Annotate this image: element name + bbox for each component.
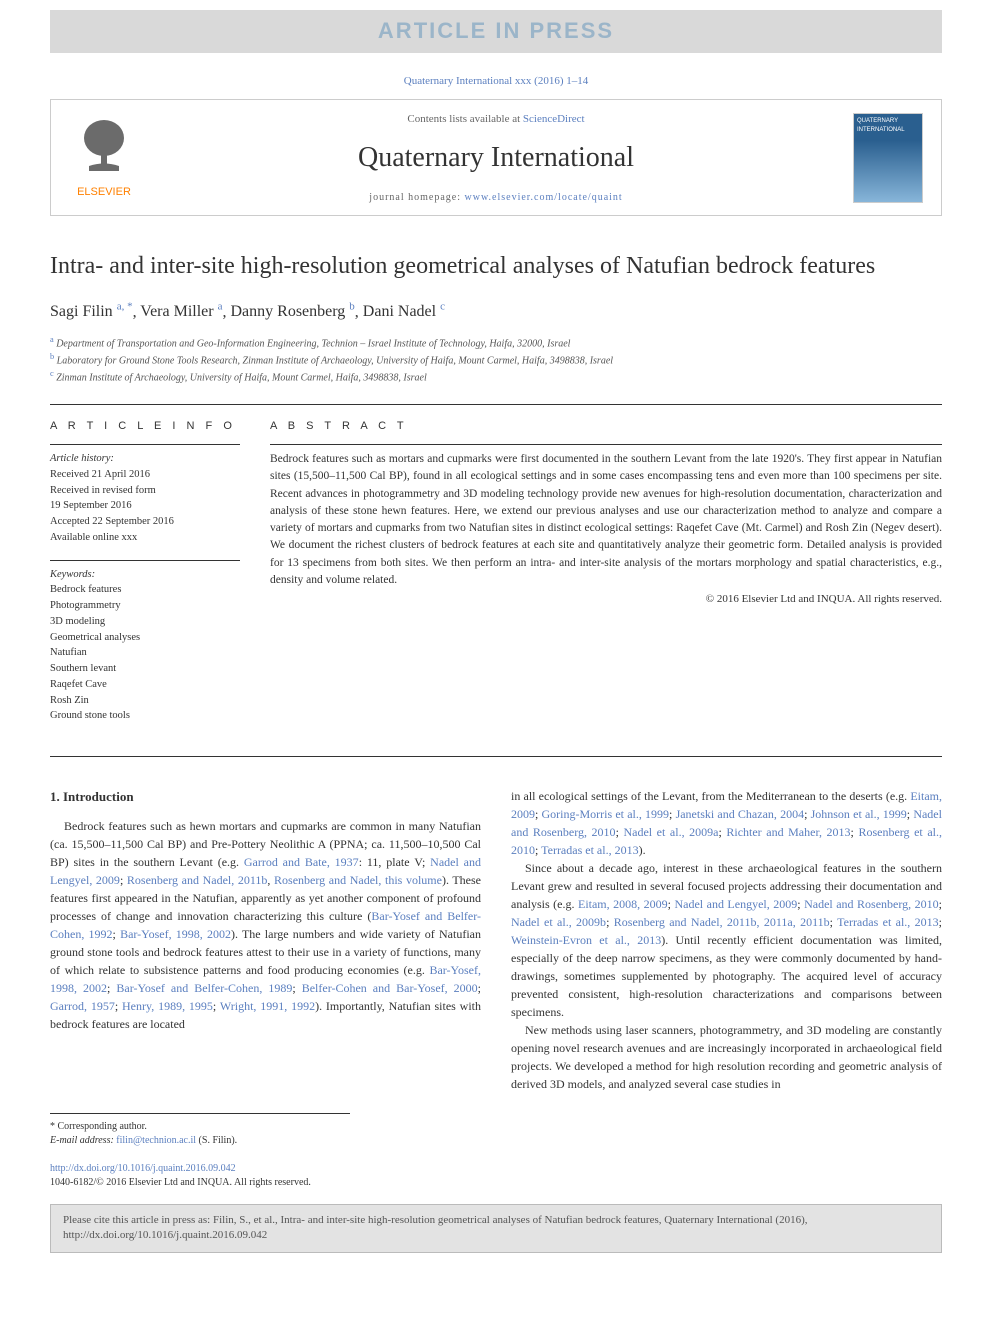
ref-link[interactable]: Terradas et al., 2013 — [837, 915, 939, 929]
elsevier-logo[interactable]: ELSEVIER — [69, 116, 139, 201]
ref-link[interactable]: Nadel et al., 2009b — [511, 915, 606, 929]
ref-link[interactable]: Rosenberg and Nadel, 2011b, 2011a, 2011b — [614, 915, 830, 929]
affil-link[interactable]: a — [218, 301, 223, 313]
author: Vera Miller a — [140, 303, 222, 320]
article-title: Intra- and inter-site high-resolution ge… — [50, 251, 942, 282]
article-in-press-banner: ARTICLE IN PRESS — [50, 10, 942, 53]
journal-header: ELSEVIER Contents lists available at Sci… — [50, 99, 942, 216]
ref-link[interactable]: Henry, 1989, 1995 — [122, 999, 213, 1013]
ref-link[interactable]: Rosenberg and Nadel, 2011b — [127, 873, 268, 887]
author: Sagi Filin a, * — [50, 303, 133, 320]
ref-link[interactable]: Eitam, 2008, 2009 — [578, 897, 668, 911]
ref-link[interactable]: Garrod, 1957 — [50, 999, 115, 1013]
section-heading: 1. Introduction — [50, 787, 481, 807]
body-column-right: in all ecological settings of the Levant… — [511, 787, 942, 1093]
ref-link[interactable]: Janetski and Chazan, 2004 — [676, 807, 805, 821]
elsevier-label: ELSEVIER — [69, 185, 139, 200]
journal-cover-thumbnail[interactable]: QUATERNARY INTERNATIONAL — [853, 113, 923, 203]
body-columns: 1. Introduction Bedrock features such as… — [50, 787, 942, 1093]
homepage-link[interactable]: www.elsevier.com/locate/quaint — [465, 192, 623, 203]
elsevier-tree-icon — [74, 116, 134, 176]
doi-link[interactable]: http://dx.doi.org/10.1016/j.quaint.2016.… — [50, 1163, 236, 1174]
ref-link[interactable]: Terradas et al., 2013 — [541, 843, 638, 857]
abstract-label: A B S T R A C T — [270, 419, 942, 434]
ref-link[interactable]: Garrod and Bate, 1937 — [244, 855, 359, 869]
keywords: Keywords: Bedrock features Photogrammetr… — [50, 560, 240, 725]
article-info-label: A R T I C L E I N F O — [50, 419, 240, 434]
ref-link[interactable]: Weinstein-Evron et al., 2013 — [511, 933, 661, 947]
citation-top: Quaternary International xxx (2016) 1–14 — [0, 71, 992, 89]
paragraph: New methods using laser scanners, photog… — [511, 1021, 942, 1093]
corresponding-author-footer: * Corresponding author. E-mail address: … — [50, 1113, 350, 1148]
citation-box: Please cite this article in press as: Fi… — [50, 1204, 942, 1253]
body-column-left: 1. Introduction Bedrock features such as… — [50, 787, 481, 1093]
article-history: Article history: Received 21 April 2016 … — [50, 444, 240, 546]
author: Dani Nadel c — [363, 303, 445, 320]
ref-link[interactable]: Nadel and Rosenberg, 2010 — [804, 897, 939, 911]
affil-link[interactable]: b — [349, 301, 355, 313]
paragraph: in all ecological settings of the Levant… — [511, 787, 942, 859]
ref-link[interactable]: Nadel and Lengyel, 2009 — [674, 897, 797, 911]
ref-link[interactable]: Nadel et al., 2009a — [623, 825, 718, 839]
ref-link[interactable]: Bar-Yosef and Belfer-Cohen, 1989 — [116, 981, 292, 995]
doi-block: http://dx.doi.org/10.1016/j.quaint.2016.… — [50, 1162, 942, 1190]
divider — [50, 756, 942, 757]
ref-link[interactable]: Richter and Maher, 2013 — [726, 825, 850, 839]
ref-link[interactable]: Bar-Yosef, 1998, 2002 — [120, 927, 231, 941]
email-link[interactable]: filin@technion.ac.il — [116, 1135, 196, 1146]
journal-name: Quaternary International — [139, 138, 853, 177]
ref-link[interactable]: Wright, 1991, 1992 — [220, 999, 315, 1013]
sciencedirect-link[interactable]: ScienceDirect — [523, 113, 585, 125]
contents-line: Contents lists available at ScienceDirec… — [139, 112, 853, 127]
ref-link[interactable]: Rosenberg and Nadel, this volume — [274, 873, 442, 887]
ref-link[interactable]: Belfer-Cohen and Bar-Yosef, 2000 — [302, 981, 478, 995]
paragraph: Bedrock features such as hewn mortars an… — [50, 817, 481, 1033]
authors: Sagi Filin a, *, Vera Miller a, Danny Ro… — [50, 300, 942, 324]
citation-link[interactable]: Quaternary International xxx (2016) 1–14 — [404, 75, 589, 87]
affil-link[interactable]: c — [440, 301, 445, 313]
homepage-line: journal homepage: www.elsevier.com/locat… — [139, 191, 853, 205]
affiliations: a Department of Transportation and Geo-I… — [50, 334, 942, 386]
ref-link[interactable]: Goring-Morris et al., 1999 — [542, 807, 670, 821]
author: Danny Rosenberg b — [231, 303, 355, 320]
affil-link[interactable]: a, * — [117, 301, 133, 313]
abstract-column: A B S T R A C T Bedrock features such as… — [270, 405, 942, 738]
copyright-line: © 2016 Elsevier Ltd and INQUA. All right… — [270, 591, 942, 608]
article-info-column: A R T I C L E I N F O Article history: R… — [50, 405, 240, 738]
abstract-text: Bedrock features such as mortars and cup… — [270, 444, 942, 608]
paragraph: Since about a decade ago, interest in th… — [511, 859, 942, 1021]
ref-link[interactable]: Johnson et al., 1999 — [811, 807, 907, 821]
